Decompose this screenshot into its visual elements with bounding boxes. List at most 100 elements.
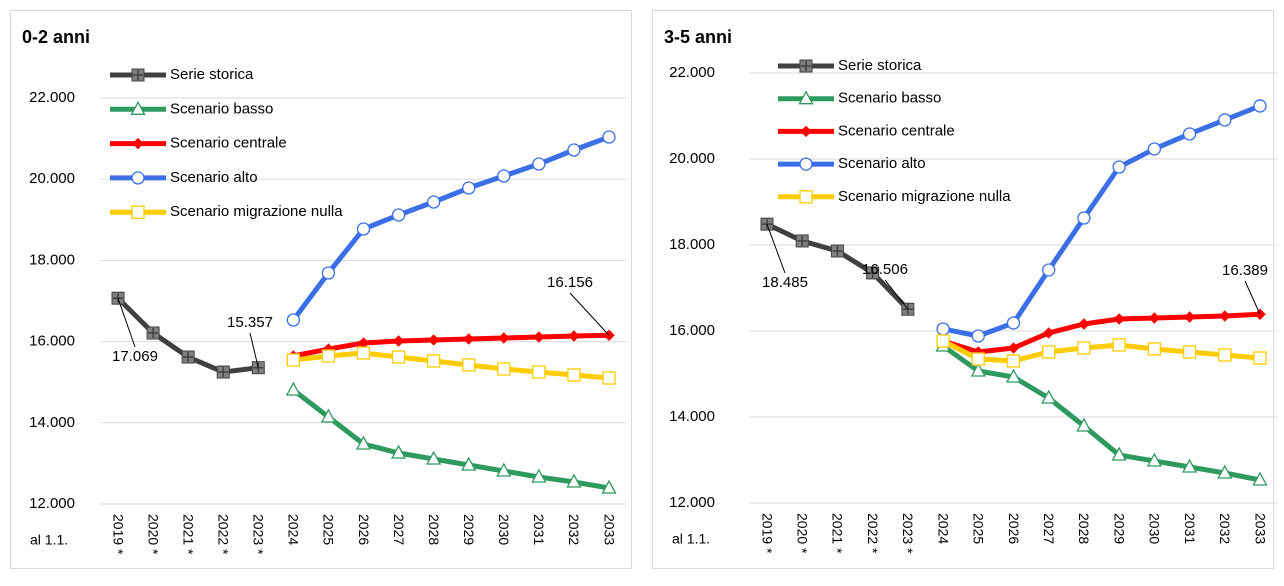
x-tick-label: 2023 * [251,514,267,555]
marker [1182,345,1197,359]
x-tick-label: 2031 [1182,513,1198,544]
x-tick-label: 2024 [935,513,951,544]
series-line [291,388,610,491]
marker [567,143,581,157]
marker [355,435,372,450]
marker-cross [867,267,878,278]
marker [936,334,950,348]
marker [285,381,301,396]
legend-label: Scenario basso [170,100,273,117]
marker [131,171,145,185]
x-tick-label: 2024 [286,514,302,545]
x-tick-label: 2021 * [830,513,846,554]
chart-title: 3-5 anni [664,27,732,47]
y-tick-label: 12.000 [29,495,75,512]
series-line [292,332,610,359]
marker [1217,464,1233,479]
marker [1146,452,1162,467]
marker [1183,311,1196,323]
marker [462,181,476,195]
y-tick-label: 14.000 [669,408,715,425]
x-tick-label: 2023 * [900,513,916,554]
marker [461,456,477,471]
legend-label: Scenario centrale [838,122,955,139]
chart-title: 0-2 anni [22,27,90,47]
leader-line [884,279,909,310]
x-tick-label: 2021 * [180,514,196,555]
marker [132,137,144,150]
data-label: 16.156 [547,274,593,291]
x-axis-label: al 1.1. [672,531,710,547]
marker [1077,341,1091,355]
marker-cross [797,235,808,246]
x-tick-label: 2027 [1041,513,1057,544]
marker [131,205,145,219]
marker [498,332,510,344]
marker [1076,417,1092,432]
x-tick-label: 2028 [426,514,442,545]
x-tick-label: 2028 [1076,513,1092,544]
marker [1148,312,1161,324]
data-label: 17.069 [112,348,158,365]
marker [356,222,371,236]
legend-label: Scenario centrale [170,135,287,152]
x-tick-label: 2031 [531,514,547,545]
legend-label: Serie storica [838,57,922,74]
marker [533,331,545,343]
marker [970,362,986,377]
series-line [941,338,1261,364]
x-tick-label: 2019 * [759,513,775,554]
marker [531,468,547,483]
x-tick-label: 2029 [1111,513,1127,544]
y-tick-label: 12.000 [669,494,715,511]
series-line [941,343,1261,483]
series-line [293,350,610,381]
marker [1112,338,1126,352]
x-tick-label: 2020 * [795,513,811,554]
legend-label: Scenario alto [838,155,926,172]
x-tick-label: 2025 [971,513,987,544]
marker [391,208,406,222]
legend-label: Scenario migrazione nulla [838,188,1011,205]
marker [130,100,146,115]
marker [1077,211,1091,225]
marker [1005,368,1022,383]
marker [1253,351,1267,365]
marker [321,266,336,280]
data-label: 16.389 [1222,262,1268,279]
chart: 0-2 anni 12.000 14.000 16.000 18.000 20.000 22… [22,27,627,555]
data-label: 16.506 [862,261,908,278]
x-tick-label: 2030 [1147,513,1163,544]
marker [320,408,337,423]
marker [321,349,336,363]
marker-cross [133,70,143,80]
marker [1147,342,1162,356]
marker [391,350,406,364]
leader-line [117,298,136,348]
x-tick-label: 2029 [461,514,477,545]
data-label: 15.357 [227,314,273,331]
x-tick-label: 2019 * [110,514,126,555]
marker [798,90,814,105]
marker [427,334,440,346]
marker [1252,471,1268,486]
x-tick-label: 2020 * [145,514,161,555]
series-line [942,311,1261,355]
x-tick-label: 2032 [566,514,582,545]
marker [497,169,511,183]
x-tick-label: 2027 [391,514,407,545]
marker [799,190,813,204]
y-tick-label: 14.000 [29,414,75,431]
marker [532,157,546,171]
marker [971,329,985,343]
marker-cross [148,327,159,338]
leader-line [1244,280,1261,315]
leader-line [569,292,610,336]
data-label: 18.485 [762,274,808,291]
x-tick-label: 2033 [601,514,617,545]
x-tick-label: 2025 [321,514,337,545]
marker [1041,389,1057,404]
marker [602,371,616,385]
x-axis-label: al 1.1. [30,532,68,548]
